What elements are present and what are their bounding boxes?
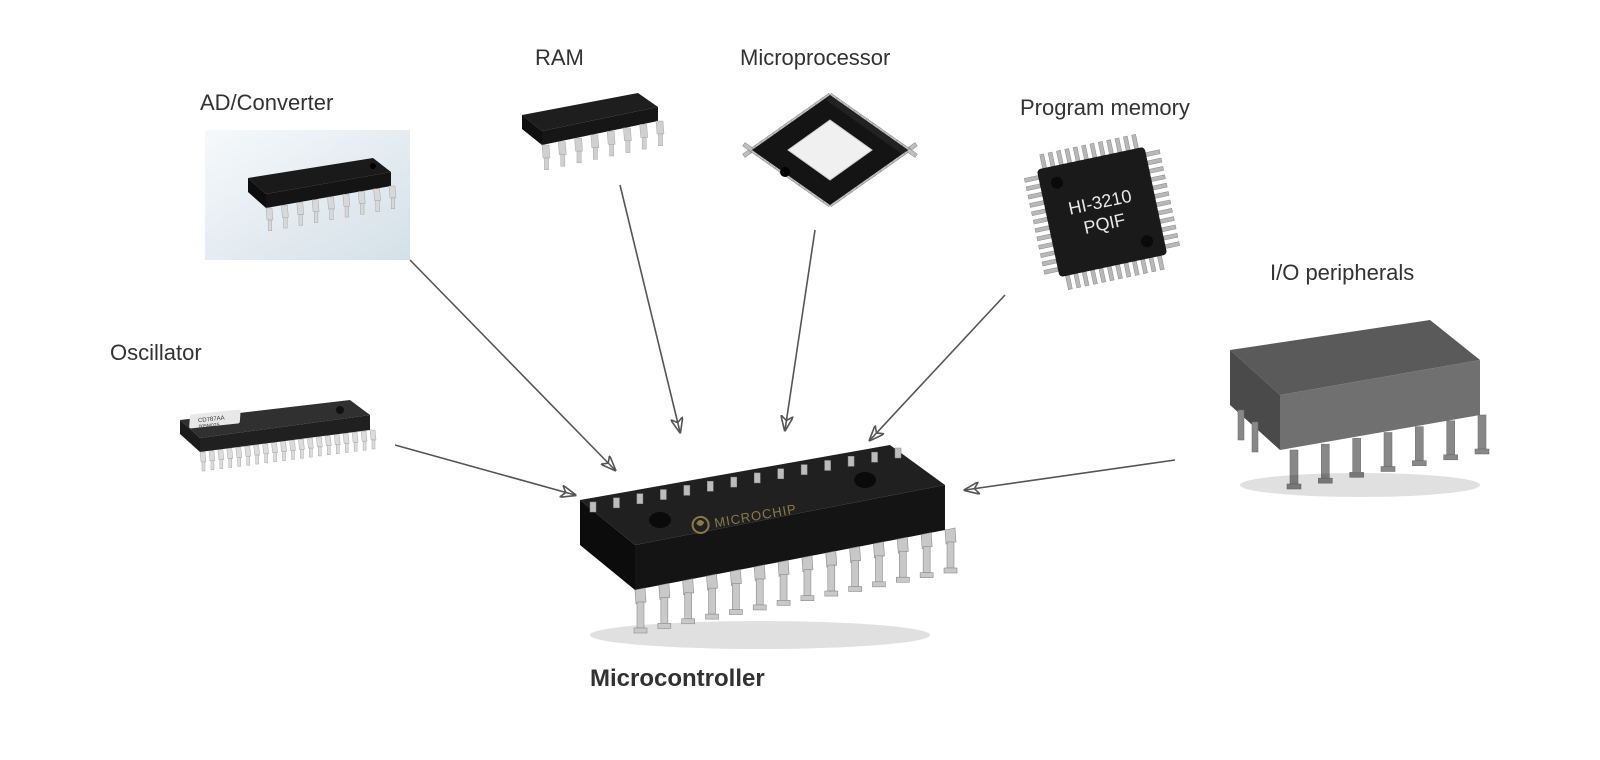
arrow-program-memory [870,295,1005,440]
chip-ad-converter [205,130,410,260]
chip-microcontroller: MICROCHIP [540,420,960,660]
label-ad-converter: AD/Converter [200,90,333,116]
arrow-microprocessor [785,230,815,430]
label-microprocessor: Microprocessor [740,45,890,71]
label-program-memory: Program memory [1020,95,1190,121]
chip-io-peripherals [1180,300,1490,500]
label-ram: RAM [535,45,584,71]
chip-microprocessor [735,80,925,230]
chip-ram [500,75,685,180]
chip-program-memory: HI-3210 PQIF [1000,130,1205,295]
arrow-ram [620,185,680,432]
label-microcontroller: Microcontroller [590,665,765,693]
arrow-io-peripherals [965,460,1175,490]
label-io-peripherals: I/O peripherals [1270,260,1414,286]
chip-oscillator: CD787AA 005M025 [150,380,390,480]
label-oscillator: Oscillator [110,340,202,366]
